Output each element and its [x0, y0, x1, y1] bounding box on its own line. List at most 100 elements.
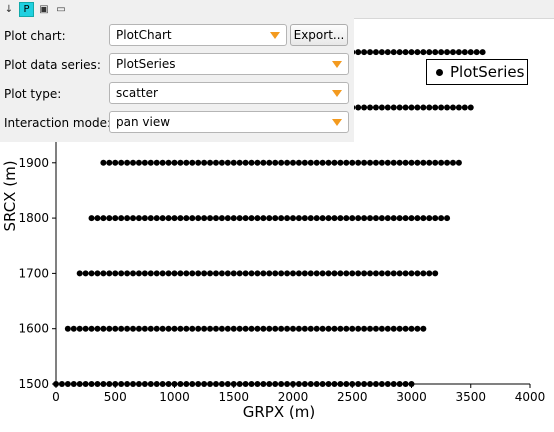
data-point: [278, 215, 285, 222]
data-point: [212, 215, 219, 222]
data-point: [100, 325, 107, 332]
data-point: [195, 159, 202, 166]
plot-chart-value: PlotChart: [116, 28, 172, 42]
data-point: [361, 325, 368, 332]
data-point: [171, 215, 178, 222]
data-point: [272, 159, 279, 166]
data-point: [307, 270, 314, 277]
data-point: [230, 270, 237, 277]
data-point: [384, 104, 391, 111]
data-point: [207, 325, 214, 332]
data-point: [236, 159, 243, 166]
data-point: [94, 215, 101, 222]
data-point: [378, 159, 385, 166]
data-point: [260, 215, 267, 222]
scatter-chart[interactable]: 0 500 1000 1500 2000 2500 3000 3500 4000 1500 1600…: [0, 19, 554, 432]
data-point: [224, 159, 231, 166]
data-point: [455, 104, 462, 111]
data-point: [284, 215, 291, 222]
data-point: [135, 325, 142, 332]
data-point: [130, 215, 137, 222]
data-point: [372, 325, 379, 332]
data-point: [426, 159, 433, 166]
data-point: [313, 270, 320, 277]
data-point: [295, 215, 302, 222]
data-point: [195, 325, 202, 332]
data-point: [414, 215, 421, 222]
toolbar: ↓ P ▣ ▭: [0, 0, 554, 18]
data-point: [230, 159, 237, 166]
data-point: [372, 159, 379, 166]
data-point: [177, 381, 184, 387]
chart-legend: PlotSeries: [426, 59, 528, 85]
data-point: [64, 325, 71, 332]
x-tick-label: 3500: [455, 390, 486, 404]
data-point: [361, 159, 368, 166]
data-point: [349, 381, 356, 387]
export-button[interactable]: Export...: [290, 24, 348, 46]
data-point: [141, 325, 148, 332]
data-point: [135, 159, 142, 166]
data-point: [319, 270, 326, 277]
data-point: [242, 270, 249, 277]
data-point: [207, 270, 214, 277]
chip-icon[interactable]: ▣: [39, 3, 49, 15]
chevron-down-icon: [270, 32, 280, 39]
data-point: [396, 270, 403, 277]
data-point: [432, 49, 439, 56]
data-point: [337, 325, 344, 332]
data-point: [112, 325, 119, 332]
data-point: [230, 381, 237, 387]
data-point: [408, 49, 415, 56]
plot-type-select[interactable]: scatter: [109, 82, 349, 104]
interaction-mode-select[interactable]: pan view: [109, 111, 349, 133]
data-point: [390, 159, 397, 166]
data-point: [224, 215, 231, 222]
data-point: [76, 270, 83, 277]
data-point: [53, 381, 59, 387]
data-point: [307, 325, 314, 332]
pin-icon[interactable]: ↓: [4, 3, 14, 15]
plot-chart-select[interactable]: PlotChart: [109, 24, 287, 46]
data-point: [355, 215, 362, 222]
data-point: [189, 215, 196, 222]
data-point: [343, 381, 350, 387]
data-point: [88, 215, 95, 222]
data-point: [147, 215, 154, 222]
data-point: [331, 270, 338, 277]
y-tick-label: 1800: [18, 211, 49, 225]
data-point: [266, 215, 273, 222]
data-point: [408, 325, 415, 332]
data-point: [290, 325, 296, 332]
window-icon[interactable]: ▭: [56, 3, 66, 15]
data-point: [372, 381, 379, 387]
data-point: [118, 381, 125, 387]
data-point: [307, 381, 314, 387]
data-point: [177, 270, 184, 277]
data-point: [248, 159, 255, 166]
data-point: [396, 215, 403, 222]
data-point: [118, 270, 125, 277]
data-point: [301, 159, 308, 166]
data-point: [278, 270, 285, 277]
data-point: [313, 215, 320, 222]
data-point: [390, 270, 397, 277]
data-point: [159, 325, 166, 332]
data-point: [183, 215, 190, 222]
data-series-value: PlotSeries: [116, 57, 176, 71]
data-point: [402, 215, 409, 222]
data-point: [248, 325, 255, 332]
data-point: [319, 325, 326, 332]
data-point: [153, 325, 160, 332]
data-point: [372, 270, 379, 277]
data-point: [325, 325, 332, 332]
data-point: [100, 381, 107, 387]
data-point: [260, 325, 267, 332]
data-point: [278, 159, 285, 166]
p-icon[interactable]: P: [19, 1, 34, 17]
data-point: [153, 215, 160, 222]
data-point: [218, 159, 225, 166]
data-point: [212, 270, 219, 277]
data-point: [467, 49, 474, 56]
data-series-select[interactable]: PlotSeries: [109, 53, 349, 75]
